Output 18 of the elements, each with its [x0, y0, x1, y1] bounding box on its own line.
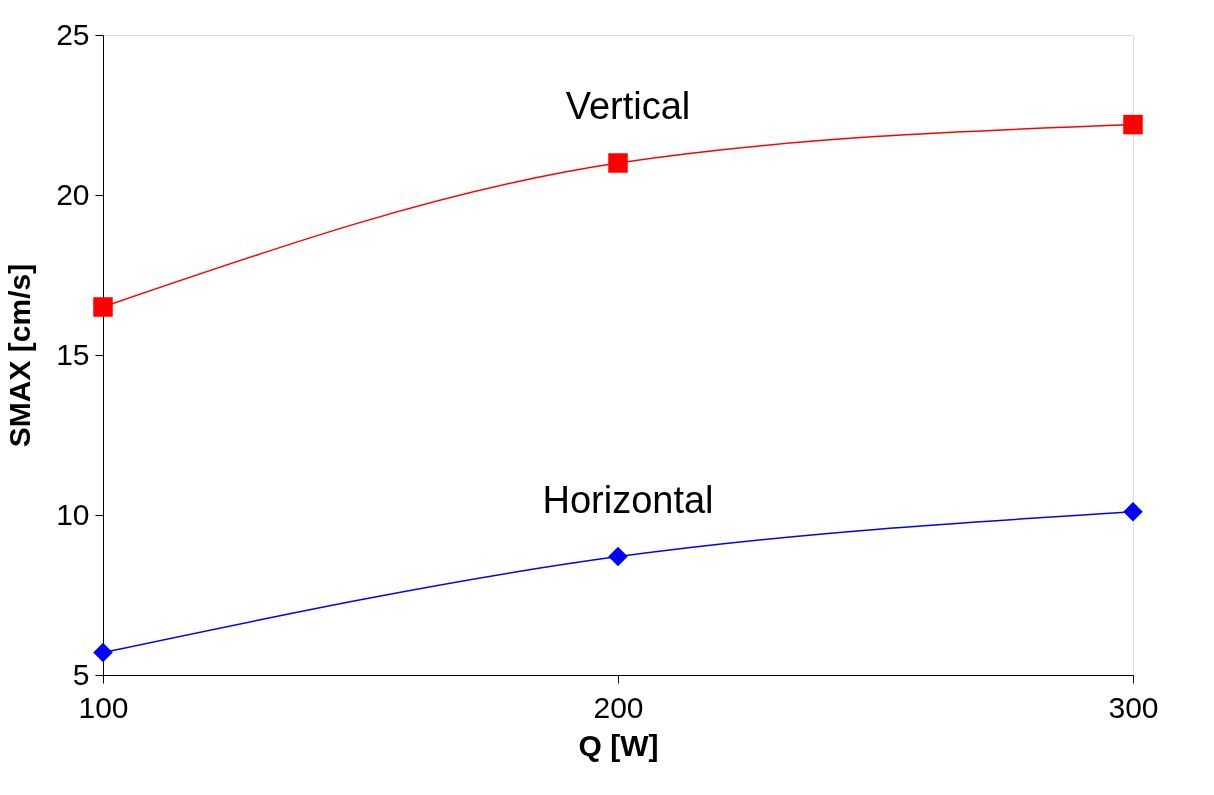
- series-label: Vertical: [565, 85, 691, 127]
- y-tick-label: 5: [72, 657, 90, 691]
- point: [1123, 114, 1143, 135]
- point: [608, 546, 628, 567]
- y-tick-label: 20: [56, 177, 90, 211]
- point: [93, 297, 113, 317]
- x-tick-label: 300: [1108, 690, 1159, 724]
- point: [1123, 502, 1143, 522]
- y-tick-label: 15: [56, 337, 90, 371]
- y-tick-label: 10: [56, 497, 90, 531]
- series-label: Horizontal: [542, 478, 714, 521]
- y-axis-title: SMAX [cm/s]: [3, 263, 37, 448]
- point: [608, 153, 628, 173]
- y-tick-label: 25: [56, 17, 90, 51]
- point: [93, 642, 113, 663]
- x-axis-title: Q [W]: [578, 728, 659, 762]
- x-tick-label: 200: [593, 690, 644, 724]
- x-tick-label: 100: [78, 690, 129, 724]
